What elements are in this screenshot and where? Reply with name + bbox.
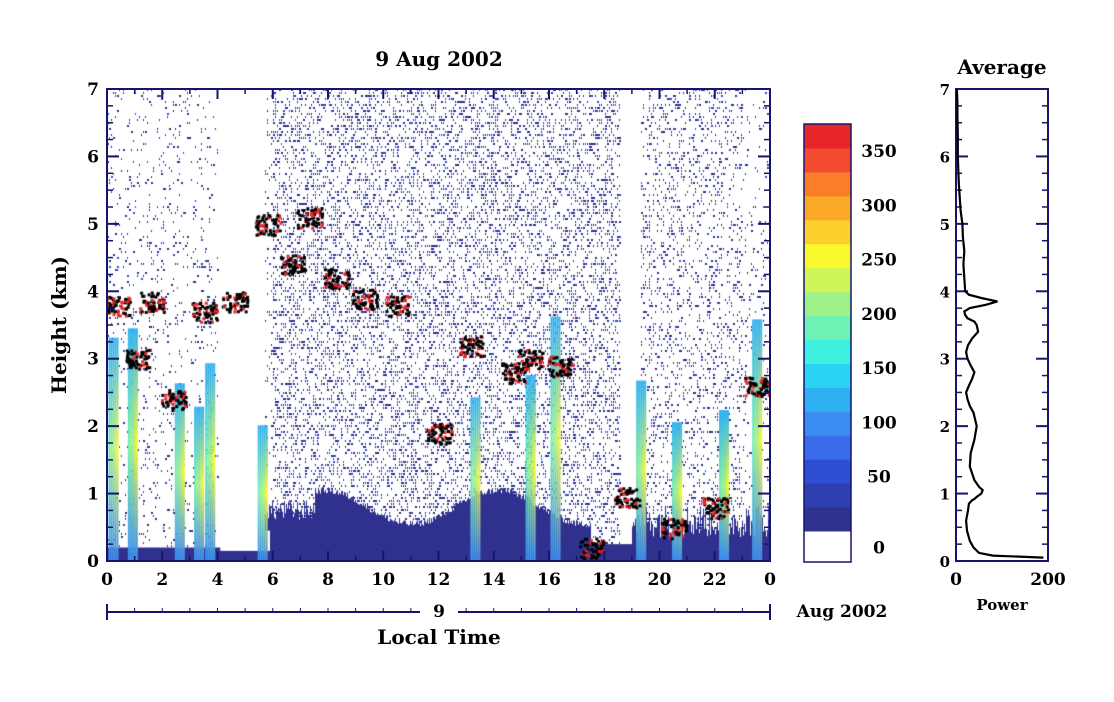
average-y-tick-label: 6 — [940, 148, 950, 166]
main-x-tick-label: 6 — [267, 570, 279, 590]
colorbar-bin — [804, 267, 851, 293]
main-x-tick-label: 10 — [371, 570, 395, 590]
colorbar-tick-label: 350 — [861, 142, 897, 162]
colorbar-tick-label: 200 — [861, 305, 897, 325]
main-y-tick-label: 2 — [87, 417, 99, 437]
main-title: 9 Aug 2002 — [375, 47, 503, 71]
colorbar-frame — [803, 123, 852, 563]
date-day-label-bg — [420, 603, 458, 621]
average-power-line — [955, 88, 1044, 559]
average-y-tick-label: 4 — [940, 283, 950, 301]
main-x-axis-label: Local Time — [377, 625, 500, 649]
main-y-tick-label: 5 — [87, 215, 99, 235]
colorbar-bin — [804, 363, 851, 388]
average-title: Average — [956, 55, 1046, 79]
main-x-tick-labels: 0 2 4 6 8 10 12 14 16 18 20 22 0 — [101, 570, 776, 590]
main-y-tick-label: 3 — [87, 350, 99, 370]
average-x-axis-label: Power — [976, 596, 1028, 614]
average-y-tick-label: 7 — [940, 81, 950, 99]
colorbar-bin — [804, 219, 851, 245]
colorbar-bin — [804, 435, 851, 460]
colorbar-tick-label: 50 — [867, 468, 891, 488]
main-x-tick-label: 20 — [648, 570, 672, 590]
average-y-tick-label: 2 — [940, 418, 950, 436]
main-x-tick-label: 12 — [427, 570, 451, 590]
main-x-tick-label: 0 — [101, 570, 113, 590]
main-x-tick-label: 22 — [703, 570, 727, 590]
main-x-tick-label: 0 — [764, 570, 776, 590]
colorbar-bin — [804, 171, 851, 197]
colorbar-bin — [804, 124, 851, 149]
average-plot-frame — [955, 88, 1049, 562]
main-y-tick-labels: 0 1 2 3 4 5 6 7 — [87, 80, 99, 572]
heatmap-image — [107, 89, 770, 561]
main-x-tick-label: 16 — [537, 570, 561, 590]
colorbar-bin — [804, 411, 851, 436]
date-day-label: 9 — [433, 602, 445, 622]
colorbar-tick-label: 0 — [873, 539, 885, 559]
main-x-tick-label: 18 — [592, 570, 616, 590]
main-y-axis-label: Height (km) — [47, 256, 71, 394]
main-y-tick-label: 1 — [87, 485, 99, 505]
main-y-tick-label: 4 — [87, 282, 99, 302]
colorbar-bin — [804, 506, 851, 532]
colorbar-tick-label: 150 — [861, 359, 897, 379]
average-y-tick-label: 3 — [940, 351, 950, 369]
date-month-label: Aug 2002 — [796, 602, 888, 622]
colorbar-bin — [804, 147, 851, 173]
colorbar-bin-empty — [804, 530, 851, 562]
average-y-tick-label: 0 — [940, 553, 950, 571]
average-axes — [955, 88, 1049, 562]
colorbar-tick-label: 100 — [861, 413, 897, 433]
main-x-tick-label: 8 — [322, 570, 334, 590]
main-x-tick-label: 14 — [482, 570, 506, 590]
colorbar — [803, 123, 852, 563]
colorbar-bin — [804, 483, 851, 508]
average-y-tick-label: 1 — [940, 486, 950, 504]
colorbar-tick-labels: 0 50 100 150 200 250 300 350 — [861, 142, 897, 559]
colorbar-bin — [804, 315, 851, 341]
date-axis — [106, 603, 771, 621]
colorbar-bin — [804, 195, 851, 221]
colorbar-bin — [804, 339, 851, 364]
average-y-tick-label: 5 — [940, 216, 950, 234]
heatmap-area — [107, 89, 770, 561]
average-x-tick-label: 0 — [950, 570, 962, 590]
average-x-tick-label: 200 — [1030, 570, 1066, 590]
colorbar-tick-label: 300 — [861, 196, 897, 216]
colorbar-tick-label: 250 — [861, 251, 897, 271]
main-y-tick-label: 7 — [87, 80, 99, 100]
colorbar-bin — [804, 243, 851, 269]
colorbar-bin — [804, 387, 851, 412]
main-x-tick-label: 2 — [156, 570, 168, 590]
main-y-tick-label: 6 — [87, 147, 99, 167]
main-x-tick-label: 4 — [212, 570, 224, 590]
colorbar-bin — [804, 291, 851, 317]
main-axes — [106, 88, 771, 562]
average-x-tick-labels: 0 200 — [950, 570, 1066, 590]
main-y-tick-label: 0 — [87, 552, 99, 572]
colorbar-bin — [804, 459, 851, 484]
average-y-tick-labels: 0 1 2 3 4 5 6 7 — [940, 81, 950, 571]
